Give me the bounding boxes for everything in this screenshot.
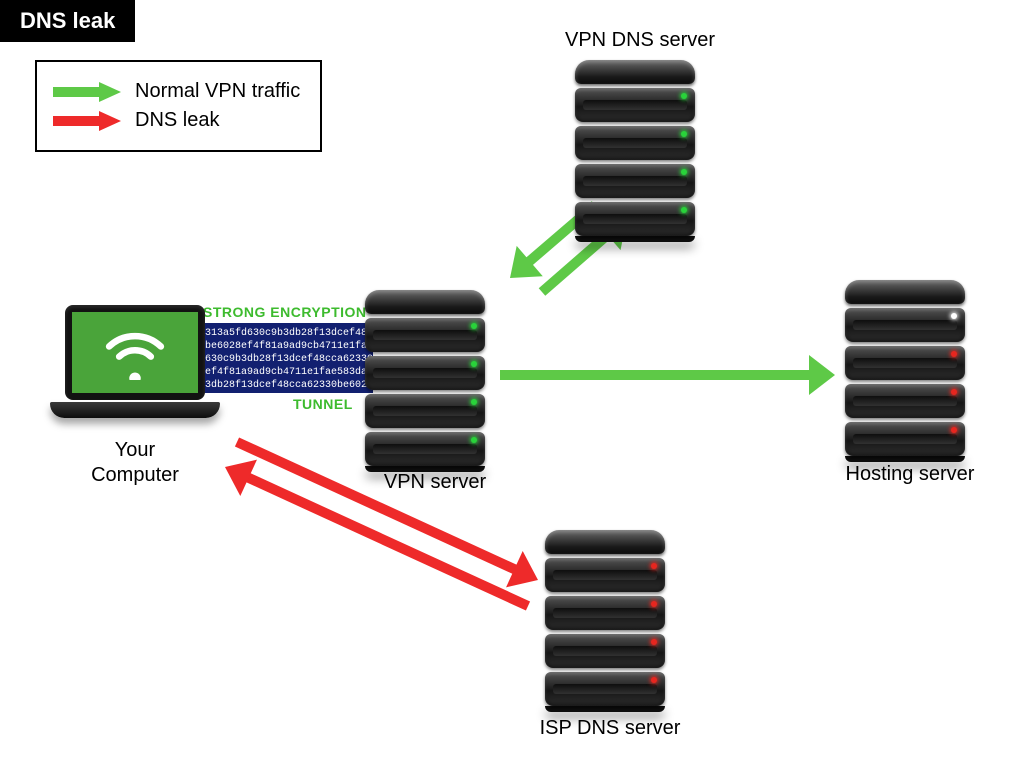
isp-dns-server (545, 530, 665, 712)
vpn-dns-server-label: VPN DNS server (555, 28, 725, 53)
your-computer (60, 305, 210, 418)
legend-label-leak: DNS leak (135, 109, 219, 132)
legend-box: Normal VPN traffic DNS leak (35, 60, 322, 152)
laptop-screen-inner (72, 312, 198, 393)
title-badge: DNS leak (0, 0, 135, 42)
vpn-dns-server (575, 60, 695, 242)
tunnel-bottom-label: TUNNEL (293, 396, 353, 412)
legend-row-normal: Normal VPN traffic (51, 80, 300, 103)
legend-arrow-normal (51, 81, 121, 103)
laptop-screen (65, 305, 205, 400)
legend-row-leak: DNS leak (51, 109, 300, 132)
encryption-tunnel: 3313a5fd630c9b3db28f13dcef48ce0be6028ef4… (195, 323, 373, 393)
your-computer-label: YourComputer (80, 438, 190, 488)
hosting-server (845, 280, 965, 462)
vpn-server-label: VPN server (370, 470, 500, 495)
tunnel-top-label: STRONG ENCRYPTION (203, 304, 367, 320)
vpn-server (365, 290, 485, 472)
legend-arrow-leak (51, 110, 121, 132)
isp-dns-server-label: ISP DNS server (530, 716, 690, 741)
laptop-keyboard (50, 402, 220, 418)
legend-label-normal: Normal VPN traffic (135, 80, 300, 103)
wifi-icon (99, 326, 171, 380)
hosting-server-label: Hosting server (830, 462, 990, 487)
